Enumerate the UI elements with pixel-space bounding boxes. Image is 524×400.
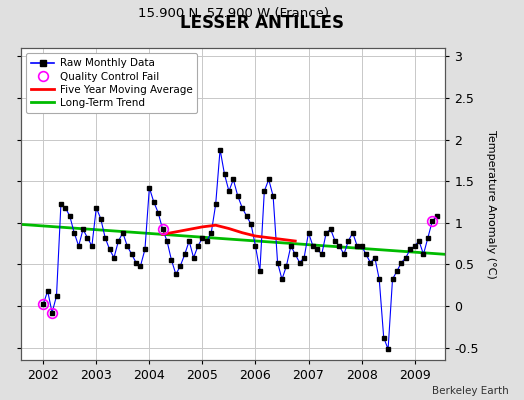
Legend: Raw Monthly Data, Quality Control Fail, Five Year Moving Average, Long-Term Tren: Raw Monthly Data, Quality Control Fail, … xyxy=(26,53,198,113)
Text: LESSER ANTILLES: LESSER ANTILLES xyxy=(180,14,344,32)
Title: 15.900 N, 57.900 W (France): 15.900 N, 57.900 W (France) xyxy=(138,8,329,20)
Y-axis label: Temperature Anomaly (°C): Temperature Anomaly (°C) xyxy=(486,130,496,278)
Text: Berkeley Earth: Berkeley Earth xyxy=(432,386,508,396)
